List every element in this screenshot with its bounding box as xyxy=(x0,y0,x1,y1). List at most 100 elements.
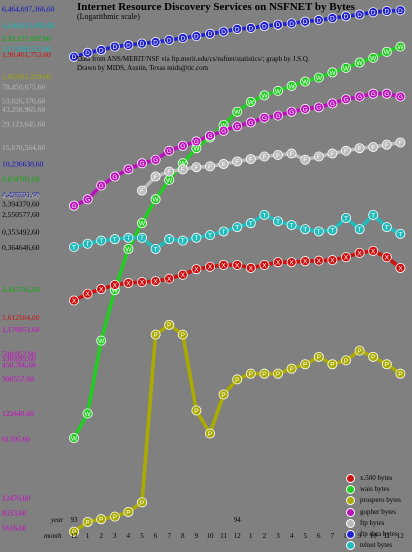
data-point: T xyxy=(368,209,379,220)
x-month-title: month xyxy=(44,532,62,540)
svg-text:W: W xyxy=(370,55,377,62)
legend-item: ftp data bytes xyxy=(346,529,412,541)
svg-text:F: F xyxy=(398,140,402,147)
data-point: X xyxy=(395,262,406,273)
data-point: F xyxy=(286,148,297,159)
svg-text:D: D xyxy=(248,25,253,32)
x-tick-label: 12 xyxy=(397,532,405,540)
svg-text:F: F xyxy=(262,154,266,161)
data-point: P xyxy=(272,368,283,379)
svg-text:P: P xyxy=(167,322,171,329)
data-point: F xyxy=(381,139,392,150)
data-point: G xyxy=(300,104,311,115)
source-note: Data from ANS/MERIT/NSF via ftp.merit.ed… xyxy=(77,55,310,63)
data-point: G xyxy=(69,200,80,211)
legend-label: gopher bytes xyxy=(360,507,396,516)
svg-text:W: W xyxy=(329,70,336,77)
data-point: G xyxy=(340,94,351,105)
data-point: X xyxy=(272,257,283,268)
svg-text:T: T xyxy=(371,212,375,219)
data-point: D xyxy=(123,40,134,51)
svg-text:X: X xyxy=(85,291,90,298)
svg-text:X: X xyxy=(385,255,390,262)
legend-swatch xyxy=(346,474,355,483)
svg-text:F: F xyxy=(371,144,375,151)
svg-text:D: D xyxy=(167,37,172,44)
data-point: W xyxy=(300,76,311,87)
svg-text:P: P xyxy=(317,354,321,361)
data-point: G xyxy=(123,164,134,175)
svg-text:D: D xyxy=(208,31,213,38)
data-point: X xyxy=(327,255,338,266)
svg-text:T: T xyxy=(276,219,280,226)
data-point: G xyxy=(150,154,161,165)
svg-text:W: W xyxy=(85,411,92,418)
data-point: D xyxy=(272,19,283,30)
data-point: T xyxy=(204,230,215,241)
svg-text:X: X xyxy=(167,276,172,283)
svg-text:T: T xyxy=(208,233,212,240)
data-point: G xyxy=(395,91,406,102)
svg-text:D: D xyxy=(85,50,90,57)
data-point: T xyxy=(109,234,120,245)
svg-text:G: G xyxy=(316,105,321,112)
svg-text:X: X xyxy=(289,260,294,267)
data-point: X xyxy=(340,252,351,263)
svg-text:P: P xyxy=(208,431,212,438)
svg-text:T: T xyxy=(262,212,266,219)
svg-text:P: P xyxy=(371,354,375,361)
svg-text:X: X xyxy=(357,250,362,257)
data-point: G xyxy=(381,88,392,99)
data-point: T xyxy=(96,235,107,246)
x-tick-label: 12 xyxy=(234,532,242,540)
legend-label: x.500 bytes xyxy=(360,474,393,482)
x-tick-label: 6 xyxy=(317,532,321,540)
data-point: W xyxy=(82,408,93,419)
svg-text:X: X xyxy=(181,272,186,279)
data-point: W xyxy=(313,72,324,83)
credit-note: Drawn by MIDS, Austin, Texas mids@tic.co… xyxy=(77,64,209,72)
svg-text:G: G xyxy=(330,101,335,108)
x-tick-label: 9 xyxy=(358,532,362,540)
data-point: X xyxy=(204,261,215,272)
svg-text:F: F xyxy=(167,169,171,176)
svg-text:W: W xyxy=(261,93,268,100)
x-tick-label: 1 xyxy=(86,532,90,540)
legend-swatch xyxy=(346,518,355,528)
svg-text:X: X xyxy=(398,265,403,272)
svg-text:D: D xyxy=(357,12,362,19)
data-point: T xyxy=(395,228,406,239)
svg-text:D: D xyxy=(330,16,335,23)
data-point: W xyxy=(340,62,351,73)
y-tick-label: 5616,60 xyxy=(2,523,27,532)
data-point: G xyxy=(259,112,270,123)
x-tick-label: 7 xyxy=(167,532,171,540)
svg-text:T: T xyxy=(303,227,307,234)
y-tick-label: 530,695,60 xyxy=(2,354,36,363)
svg-text:T: T xyxy=(385,224,389,231)
svg-text:W: W xyxy=(112,288,119,295)
svg-text:G: G xyxy=(139,161,144,168)
data-point: T xyxy=(245,218,256,229)
data-point: D xyxy=(69,51,80,62)
data-point: X xyxy=(300,256,311,267)
svg-text:F: F xyxy=(181,167,185,174)
svg-text:T: T xyxy=(398,231,402,238)
svg-text:D: D xyxy=(126,42,131,49)
data-point: T xyxy=(381,222,392,233)
svg-text:G: G xyxy=(303,106,308,113)
data-point: G xyxy=(245,117,256,128)
data-point: G xyxy=(218,125,229,136)
data-point: F xyxy=(204,161,215,172)
x-tick-label: 1 xyxy=(249,532,253,540)
x-tick-label: 5 xyxy=(140,532,144,540)
svg-text:P: P xyxy=(99,517,103,524)
svg-text:P: P xyxy=(85,519,89,526)
svg-text:D: D xyxy=(316,17,321,24)
data-point: T xyxy=(327,225,338,236)
data-point: G xyxy=(96,180,107,191)
svg-text:G: G xyxy=(357,94,362,101)
svg-text:D: D xyxy=(276,22,281,29)
data-point: P xyxy=(395,368,406,379)
svg-text:W: W xyxy=(125,246,132,253)
